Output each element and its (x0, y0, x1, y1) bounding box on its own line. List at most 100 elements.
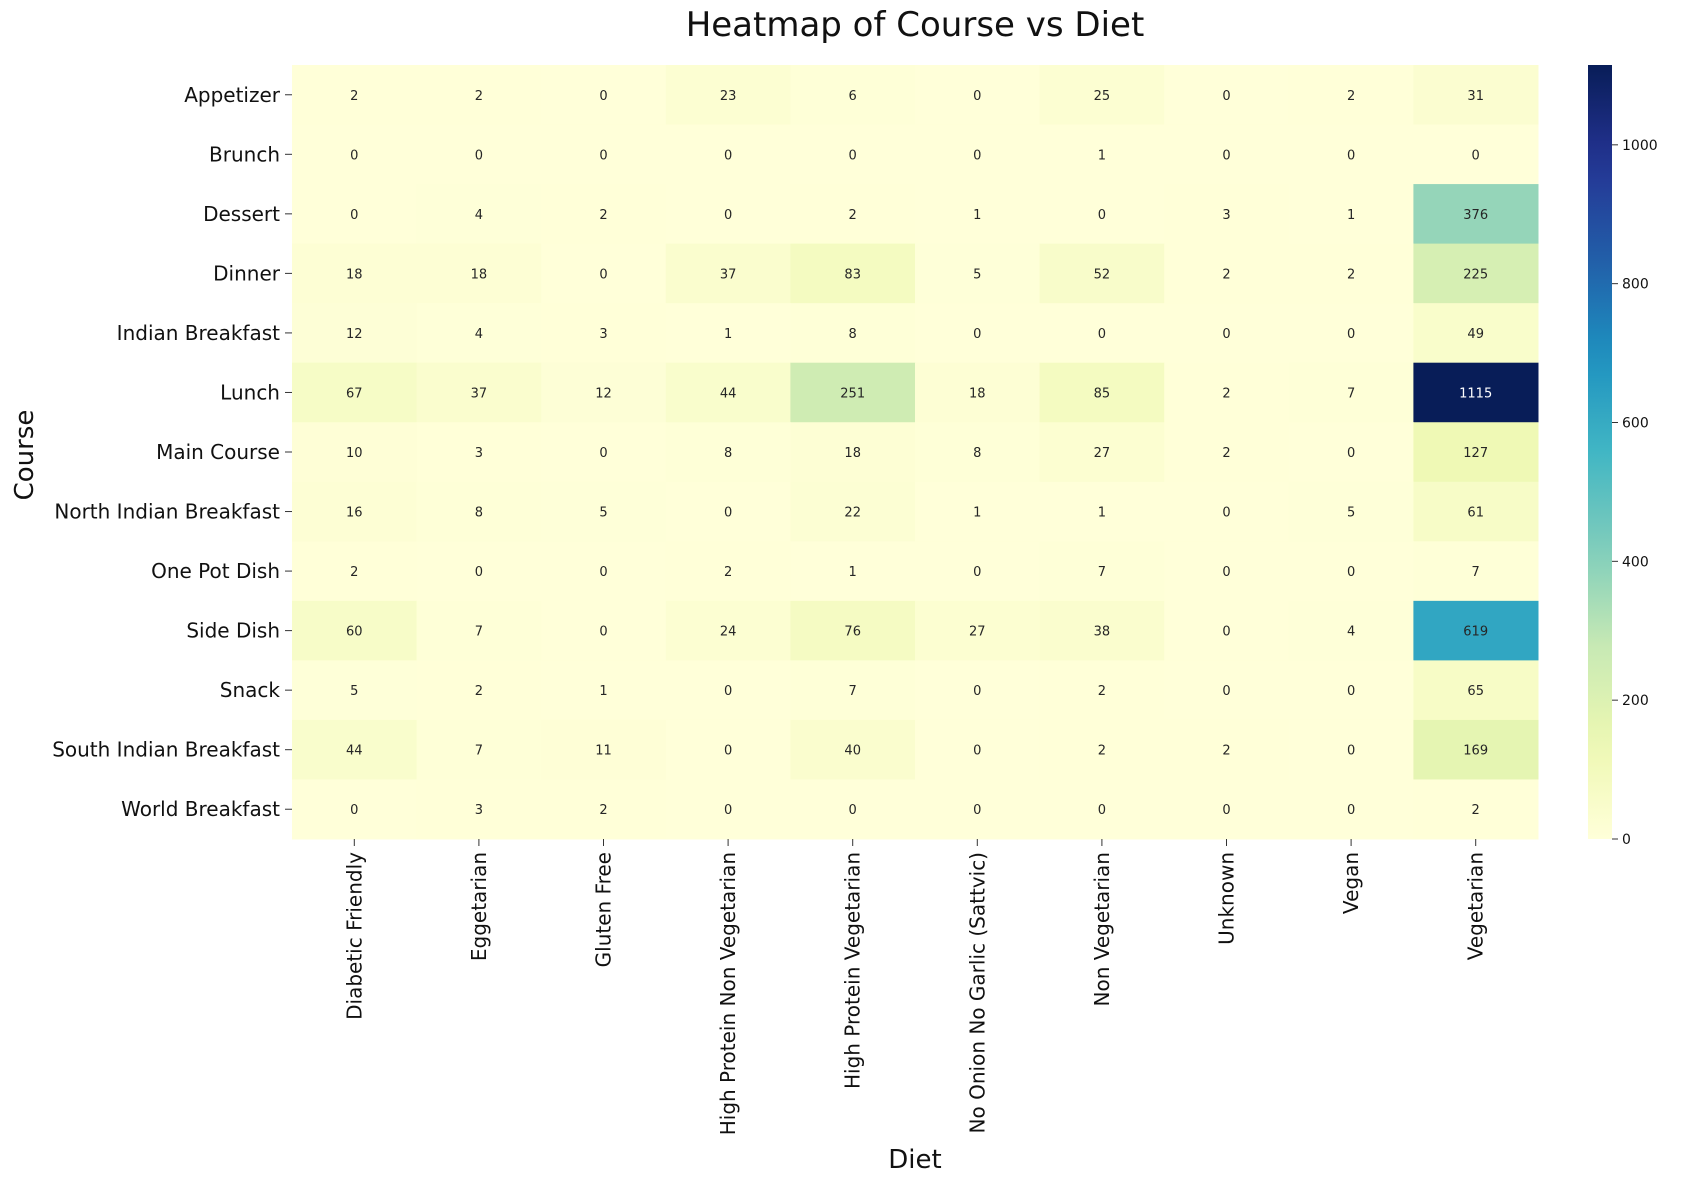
cell-value-label: 0 (1347, 148, 1355, 163)
heatmap-cell (541, 422, 667, 483)
heatmap-cell (416, 362, 542, 423)
cell-value-label: 31 (1467, 89, 1484, 104)
cell-value-label: 2 (1222, 744, 1230, 759)
heatmap-cell (1164, 660, 1290, 721)
heatmap-cell (292, 779, 418, 840)
cell-value-label: 3 (599, 327, 607, 342)
cell-value-label: 0 (350, 148, 358, 163)
heatmap-cell (416, 243, 542, 304)
cell-value-label: 0 (475, 565, 483, 580)
cell-value-label: 65 (1467, 684, 1484, 699)
heatmap-cell (915, 303, 1041, 364)
heatmap-cell (292, 362, 418, 423)
cell-value-label: 0 (1222, 506, 1230, 521)
cell-value-label: 11 (595, 744, 612, 759)
cell-value-label: 0 (1222, 327, 1230, 342)
cell-value-label: 44 (720, 386, 737, 401)
cell-value-label: 8 (724, 446, 732, 461)
cell-value-label: 0 (350, 208, 358, 223)
heatmap-cell (1413, 243, 1539, 304)
cell-value-label: 0 (1222, 148, 1230, 163)
heatmap-cell (416, 660, 542, 721)
heatmap-cell (1288, 541, 1414, 602)
heatmap-cell (915, 660, 1041, 721)
cell-value-label: 7 (475, 625, 483, 640)
heatmap-cell (790, 660, 916, 721)
cell-value-label: 3 (1222, 208, 1230, 223)
heatmap-cell (292, 719, 418, 780)
y-tick-label: Snack (220, 678, 281, 702)
x-tick-label: High Protein Non Vegetarian (716, 852, 740, 1135)
heatmap-cell (1288, 124, 1414, 185)
heatmap-cell (1413, 303, 1539, 364)
cell-value-label: 169 (1463, 744, 1488, 759)
heatmap-cell (915, 422, 1041, 483)
x-tick-label: Gluten Free (592, 852, 616, 967)
heatmap-cell (416, 184, 542, 245)
x-axis: Diabetic Friendly Eggetarian Gluten Free Hi… (342, 839, 1488, 1135)
cell-value-label: 2 (1222, 267, 1230, 282)
cell-value-label: 0 (1347, 803, 1355, 818)
heatmap-cell (790, 481, 916, 542)
cell-value-label: 2 (1098, 684, 1106, 699)
heatmap-cell (665, 481, 791, 542)
y-tick-label: Side Dish (186, 619, 280, 643)
heatmap-cell (1164, 362, 1290, 423)
heatmap-cell (665, 124, 791, 185)
heatmap-cell (1288, 243, 1414, 304)
x-tick-label: Eggetarian (467, 852, 491, 961)
cell-value-label: 0 (599, 565, 607, 580)
cell-value-label: 23 (720, 89, 737, 104)
heatmap-cell (416, 65, 542, 126)
heatmap-cell (790, 124, 916, 185)
colorbar-tick-label: 800 (1622, 277, 1649, 293)
heatmap-cell (1164, 600, 1290, 661)
heatmap-cell (541, 65, 667, 126)
heatmap-cell (292, 184, 418, 245)
heatmap-cell (1288, 660, 1414, 721)
heatmap-cell (665, 779, 791, 840)
cell-value-label: 0 (1098, 208, 1106, 223)
heatmap-cell (790, 362, 916, 423)
heatmap-cell (1413, 719, 1539, 780)
cell-value-label: 76 (844, 625, 861, 640)
heatmap-cell (541, 124, 667, 185)
heatmap-cell (790, 600, 916, 661)
heatmap-cell (665, 541, 791, 602)
cell-value-label: 7 (1472, 565, 1480, 580)
y-tick-label: Lunch (220, 380, 280, 404)
cell-value-label: 61 (1467, 506, 1484, 521)
cell-value-label: 0 (724, 208, 732, 223)
heatmap-cell (416, 541, 542, 602)
heatmap-cell (1288, 719, 1414, 780)
cell-value-label: 40 (844, 744, 861, 759)
heatmap-cell (1039, 124, 1165, 185)
heatmap-cell (416, 303, 542, 364)
cell-value-label: 1 (724, 327, 732, 342)
heatmap-cell (665, 362, 791, 423)
heatmap-cell (541, 362, 667, 423)
cell-value-label: 0 (1222, 565, 1230, 580)
cell-value-label: 0 (1222, 684, 1230, 699)
heatmap-cell (790, 65, 916, 126)
heatmap-cell (915, 719, 1041, 780)
heatmap-cell (1164, 422, 1290, 483)
cell-value-label: 0 (1347, 744, 1355, 759)
y-axis: Appetizer Brunch Dessert Dinner Indian Break… (52, 83, 292, 821)
heatmap-cell (541, 184, 667, 245)
colorbar: 0 200 400 600 800 1000 (1588, 65, 1658, 848)
cell-value-label: 7 (1347, 386, 1355, 401)
colorbar-tick-label: 1000 (1622, 138, 1658, 154)
heatmap-cell (1039, 303, 1165, 364)
heatmap-cell (790, 719, 916, 780)
cell-value-label: 1115 (1459, 386, 1492, 401)
heatmap-cell (1413, 779, 1539, 840)
cell-value-label: 25 (1094, 89, 1111, 104)
cell-value-label: 7 (849, 684, 857, 699)
cell-value-label: 2 (1472, 803, 1480, 818)
heatmap-cell (1039, 243, 1165, 304)
cell-value-label: 44 (346, 744, 363, 759)
cell-value-label: 127 (1463, 446, 1488, 461)
